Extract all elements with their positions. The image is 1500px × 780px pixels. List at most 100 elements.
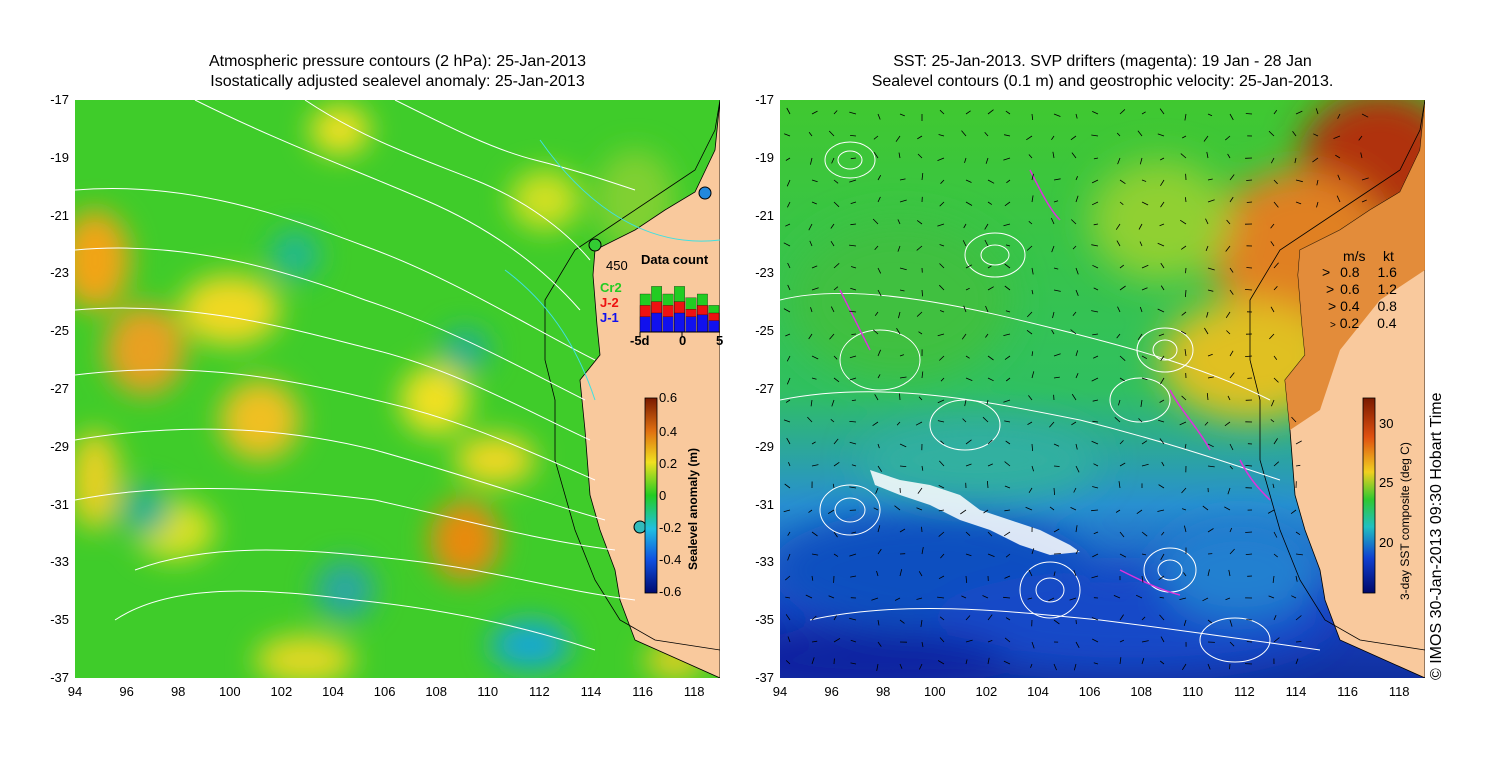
velocity-arrow [827,509,835,514]
velocity-arrow [1207,465,1215,468]
velocity-arrow [1273,615,1277,621]
sla-colorbar-tick: -0.6 [659,584,682,599]
velocity-arrow [1141,264,1149,269]
velocity-arrow [1053,267,1059,270]
velocity-arrow [849,179,857,183]
velocity-arrow [1141,657,1145,665]
velocity-arrow [1179,597,1187,600]
velocity-arrow [787,531,791,536]
velocity-arrow [1091,575,1099,579]
velocity-arrow [939,263,945,269]
velocity-arrow [1273,531,1278,538]
velocity-arrow [877,619,880,626]
velocity-arrow [1160,636,1165,643]
velocity-arrow [1183,572,1187,577]
latitude-tick-label: -31 [755,496,774,512]
velocity-arrow [898,152,901,159]
velocity-arrow [1273,461,1280,467]
velocity-arrow [1071,421,1077,426]
right-land-warm [1285,100,1425,430]
velocity-arrow [987,614,993,621]
velocity-arrow [940,553,945,559]
velocity-arrow [784,483,791,489]
velocity-arrow [830,223,835,229]
velocity-arrow [1161,531,1165,536]
velocity-arrow [1229,350,1234,357]
velocity-arrow [1273,179,1278,185]
longitude-tick-label: 98 [875,684,891,699]
tide-gauge-marker [698,186,712,200]
velocity-arrow [1157,509,1165,512]
velocity-arrow [1091,201,1099,206]
velocity-arrow [938,485,945,489]
velocity-arrow [872,218,879,225]
longitude-tick-label: 116 [632,684,653,699]
velocity-arrow [1092,420,1099,423]
velocity-arrow [785,223,791,227]
latitude-tick-label: -29 [755,438,774,454]
velocity-arrow [899,354,905,357]
histogram-bar [708,320,720,333]
velocity-arrow [850,662,857,665]
velocity-arrow [1244,289,1253,291]
latitude-tick-label: -25 [755,323,774,339]
velocity-arrow [785,399,791,403]
velocity-arrow [965,463,972,467]
velocity-arrow [918,396,923,401]
velocity-arrow [1295,575,1298,582]
velocity-arrow [1072,245,1077,250]
velocity-arrow [987,286,994,291]
velocity-arrow [1003,596,1011,599]
longitude-tick-label: 104 [322,684,344,699]
velocity-arrow [965,575,968,583]
velocity-arrow [873,329,879,335]
velocity-arrow [1270,223,1275,229]
velocity-arrow [918,331,923,335]
velocity-arrow [811,201,817,205]
velocity-arrow [807,416,813,423]
velocity-arrow [1179,421,1187,426]
velocity-legend-row: > 0.8 1.6 [1322,264,1397,280]
inset-series-j1: J-1 [600,310,619,325]
velocity-arrow [965,639,973,643]
velocity-arrow [1093,531,1099,535]
velocity-arrow [811,287,819,291]
velocity-arrow [1075,443,1078,450]
velocity-arrow [1118,481,1121,489]
velocity-arrow [1295,553,1303,556]
inset-series-j2: J-2 [600,295,619,310]
velocity-arrow [965,615,971,621]
velocity-arrow [899,289,905,292]
longitude-tick-label: 118 [1388,684,1410,699]
longitude-tick-label: 106 [1078,684,1101,699]
velocity-arrow [811,441,816,445]
latitude-tick-label: -21 [50,207,69,223]
velocity-arrow [811,464,819,467]
velocity-arrow [833,179,839,184]
velocity-arrow [1092,486,1099,489]
velocity-arrow [877,113,881,120]
velocity-arrow [1091,310,1099,313]
velocity-arrow [899,199,907,203]
velocity-arrow [1116,240,1121,247]
velocity-arrow [785,157,791,161]
velocity-arrow [916,507,923,511]
velocity-arrow [921,173,924,181]
velocity-arrow [833,638,841,643]
velocity-arrow [916,597,923,600]
velocity-arrow [1070,507,1077,511]
velocity-arrow [1049,421,1055,428]
velocity-ms: 0.4 [1340,298,1360,314]
velocity-arrow [1005,440,1011,445]
velocity-arrow [1246,201,1253,203]
velocity-arrow [808,509,813,513]
inset-title: Data count [641,252,709,267]
velocity-arrow [899,465,907,467]
velocity-arrow [1075,289,1079,296]
velocity-arrow [808,131,813,137]
velocity-arrow [1185,197,1187,203]
velocity-arrow [1003,223,1011,227]
velocity-arrow [786,355,791,362]
longitude-tick-label: 110 [477,684,499,699]
velocity-arrow [811,355,819,360]
